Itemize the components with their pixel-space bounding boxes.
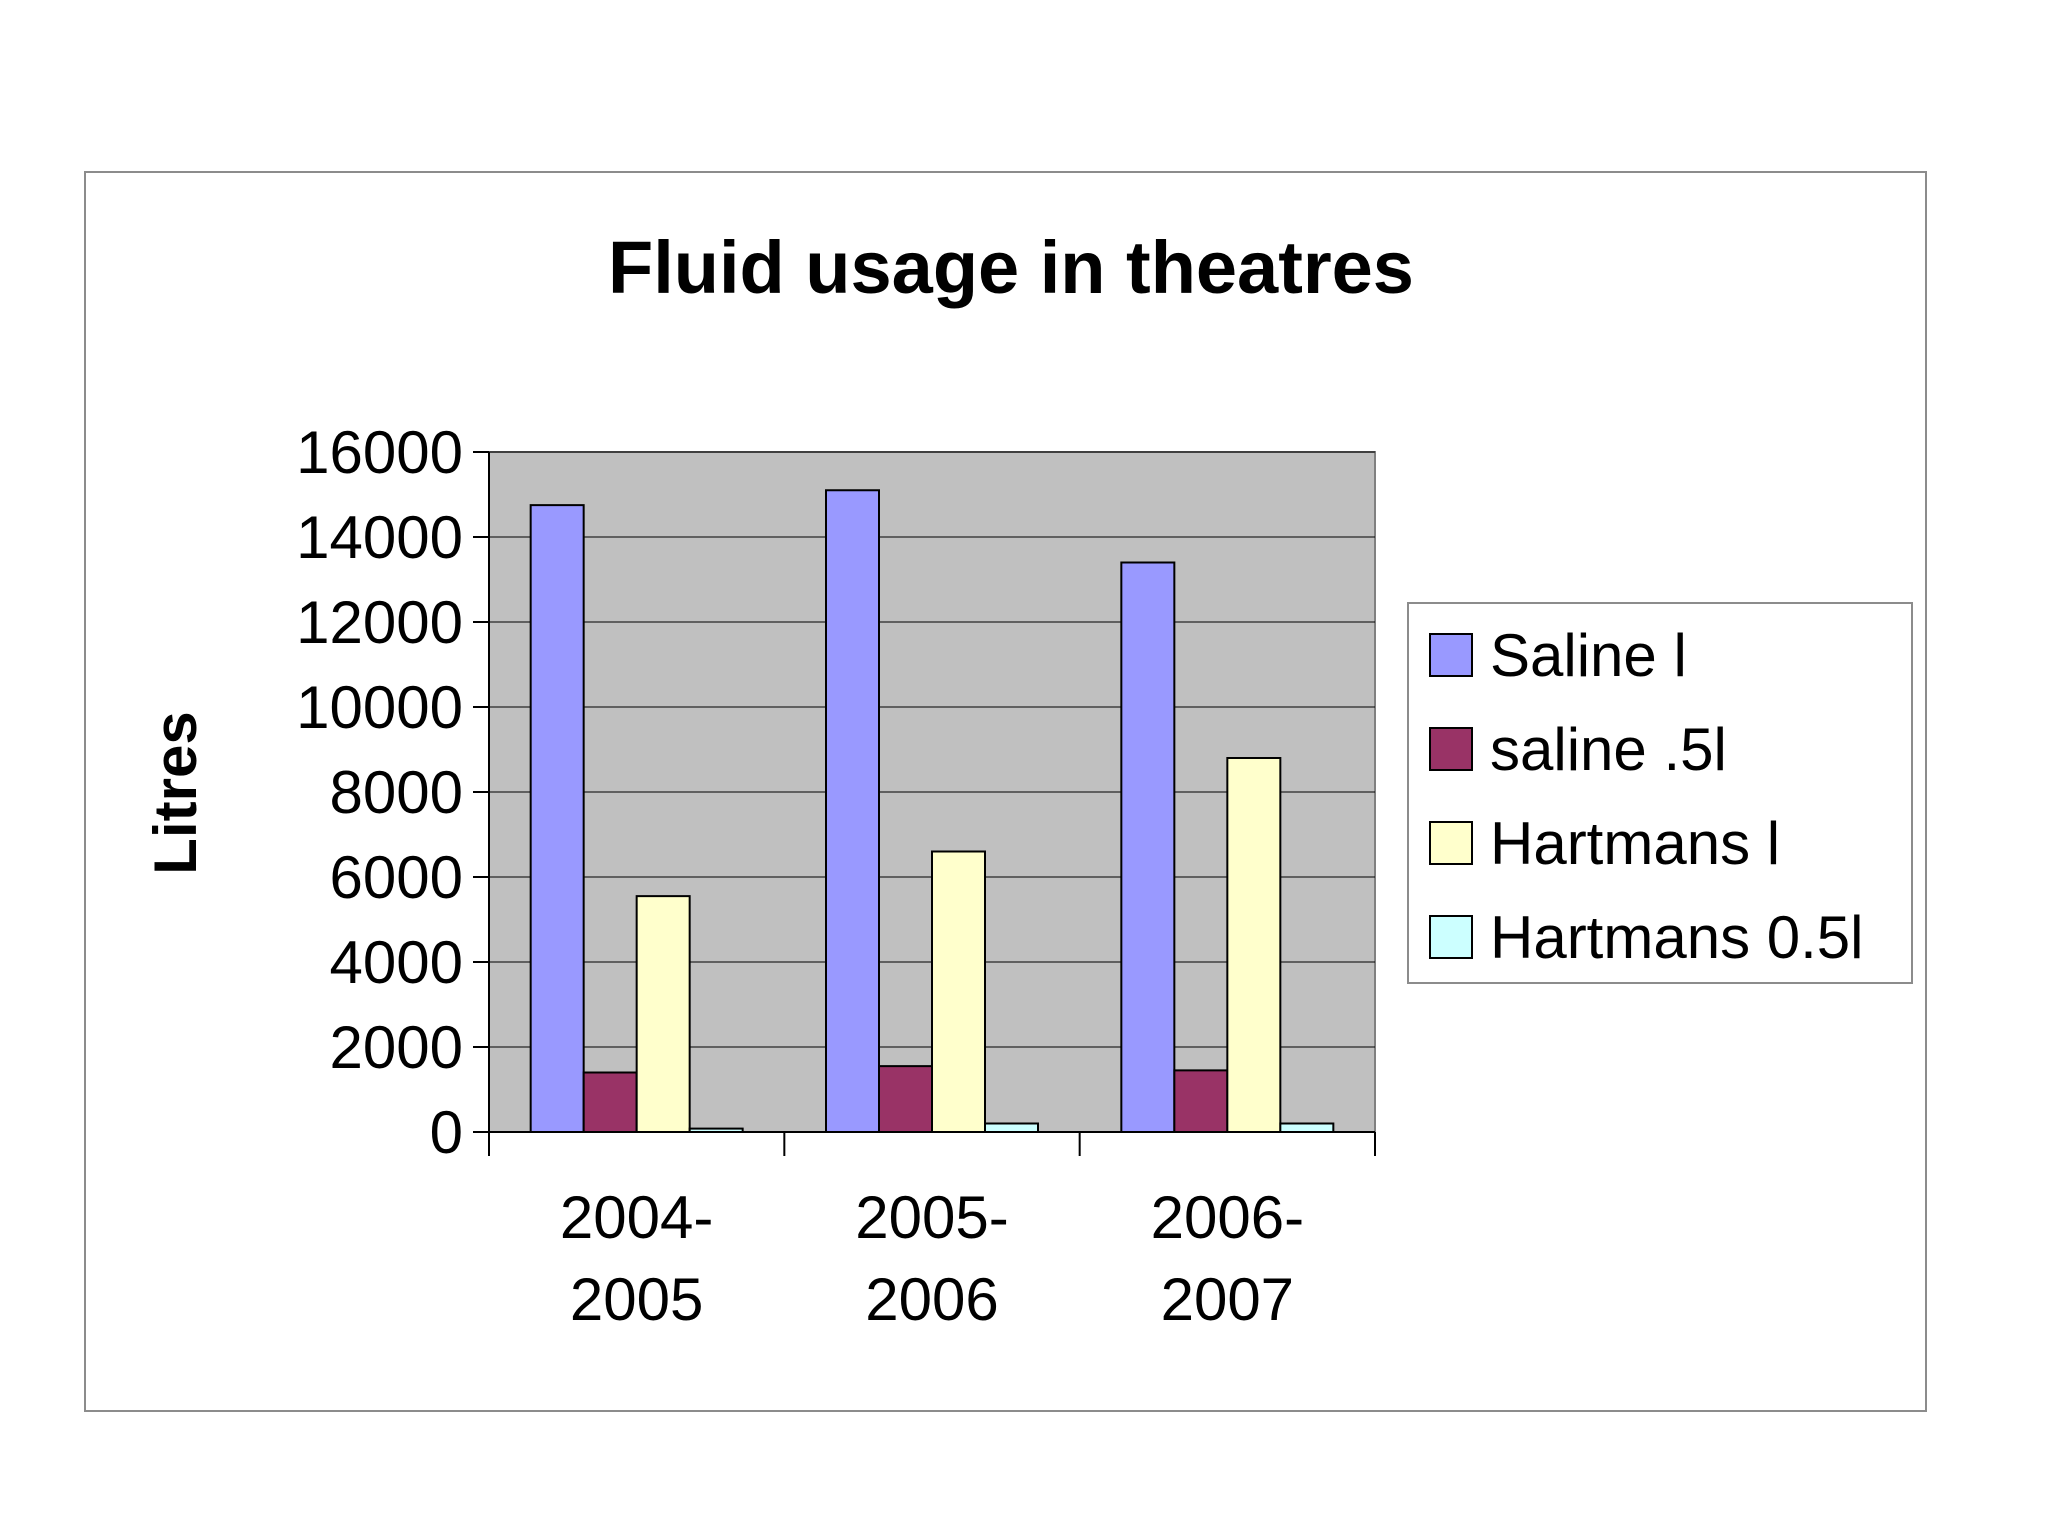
- bar: [1120, 561, 1176, 1133]
- y-tick-label: 8000: [330, 759, 463, 826]
- bar: [529, 504, 585, 1133]
- y-tick-label: 10000: [296, 674, 463, 741]
- chart-title: Fluid usage in theatres: [608, 226, 1414, 309]
- y-tick-label: 16000: [296, 419, 463, 486]
- plot-area: 0 2000 4000 6000 8000 10000 12000 14000 16000 200…: [296, 419, 1376, 1333]
- y-axis-label: Litres: [142, 711, 209, 874]
- legend-swatch: [1429, 821, 1473, 865]
- x-tick-label: 2005-: [855, 1184, 1008, 1251]
- legend-label: Hartmans l: [1490, 810, 1780, 877]
- bar: [984, 1122, 1039, 1133]
- y-tick-label: 12000: [296, 589, 463, 656]
- legend: Saline l saline .5l Hartmans l Hartmans 0.5…: [1407, 602, 1913, 984]
- x-tick-label: 2006-: [1151, 1184, 1304, 1251]
- legend-label: Hartmans 0.5l: [1490, 904, 1863, 971]
- x-tick-label: 2005: [570, 1266, 703, 1333]
- y-tick-label: 6000: [330, 844, 463, 911]
- bar: [635, 895, 691, 1133]
- bar: [931, 850, 986, 1133]
- legend-swatch: [1429, 727, 1473, 771]
- bar: [878, 1065, 933, 1133]
- bar: [582, 1071, 638, 1133]
- x-tick-label: 2004-: [560, 1184, 713, 1251]
- x-tick-label: 2006: [865, 1266, 998, 1333]
- legend-swatch: [1429, 915, 1473, 959]
- y-tick-label: 4000: [330, 929, 463, 996]
- bar-chart: Fluid usage in theatres Litres 0 2000 4000…: [142, 226, 1913, 1333]
- y-tick-label: 14000: [296, 504, 463, 571]
- bar: [1173, 1069, 1229, 1133]
- bar: [825, 489, 880, 1133]
- chart-frame: Fluid usage in theatres Litres 0 2000 4000…: [84, 171, 1927, 1412]
- x-tick-label: 2007: [1161, 1266, 1294, 1333]
- bar: [1226, 757, 1282, 1133]
- y-tick-label: 2000: [330, 1014, 463, 1081]
- y-tick-label: 0: [430, 1099, 463, 1166]
- legend-label: Saline l: [1490, 622, 1687, 689]
- legend-label: saline .5l: [1490, 716, 1727, 783]
- legend-box: [1407, 602, 1913, 984]
- legend-swatch: [1429, 633, 1473, 677]
- bar: [1279, 1122, 1335, 1133]
